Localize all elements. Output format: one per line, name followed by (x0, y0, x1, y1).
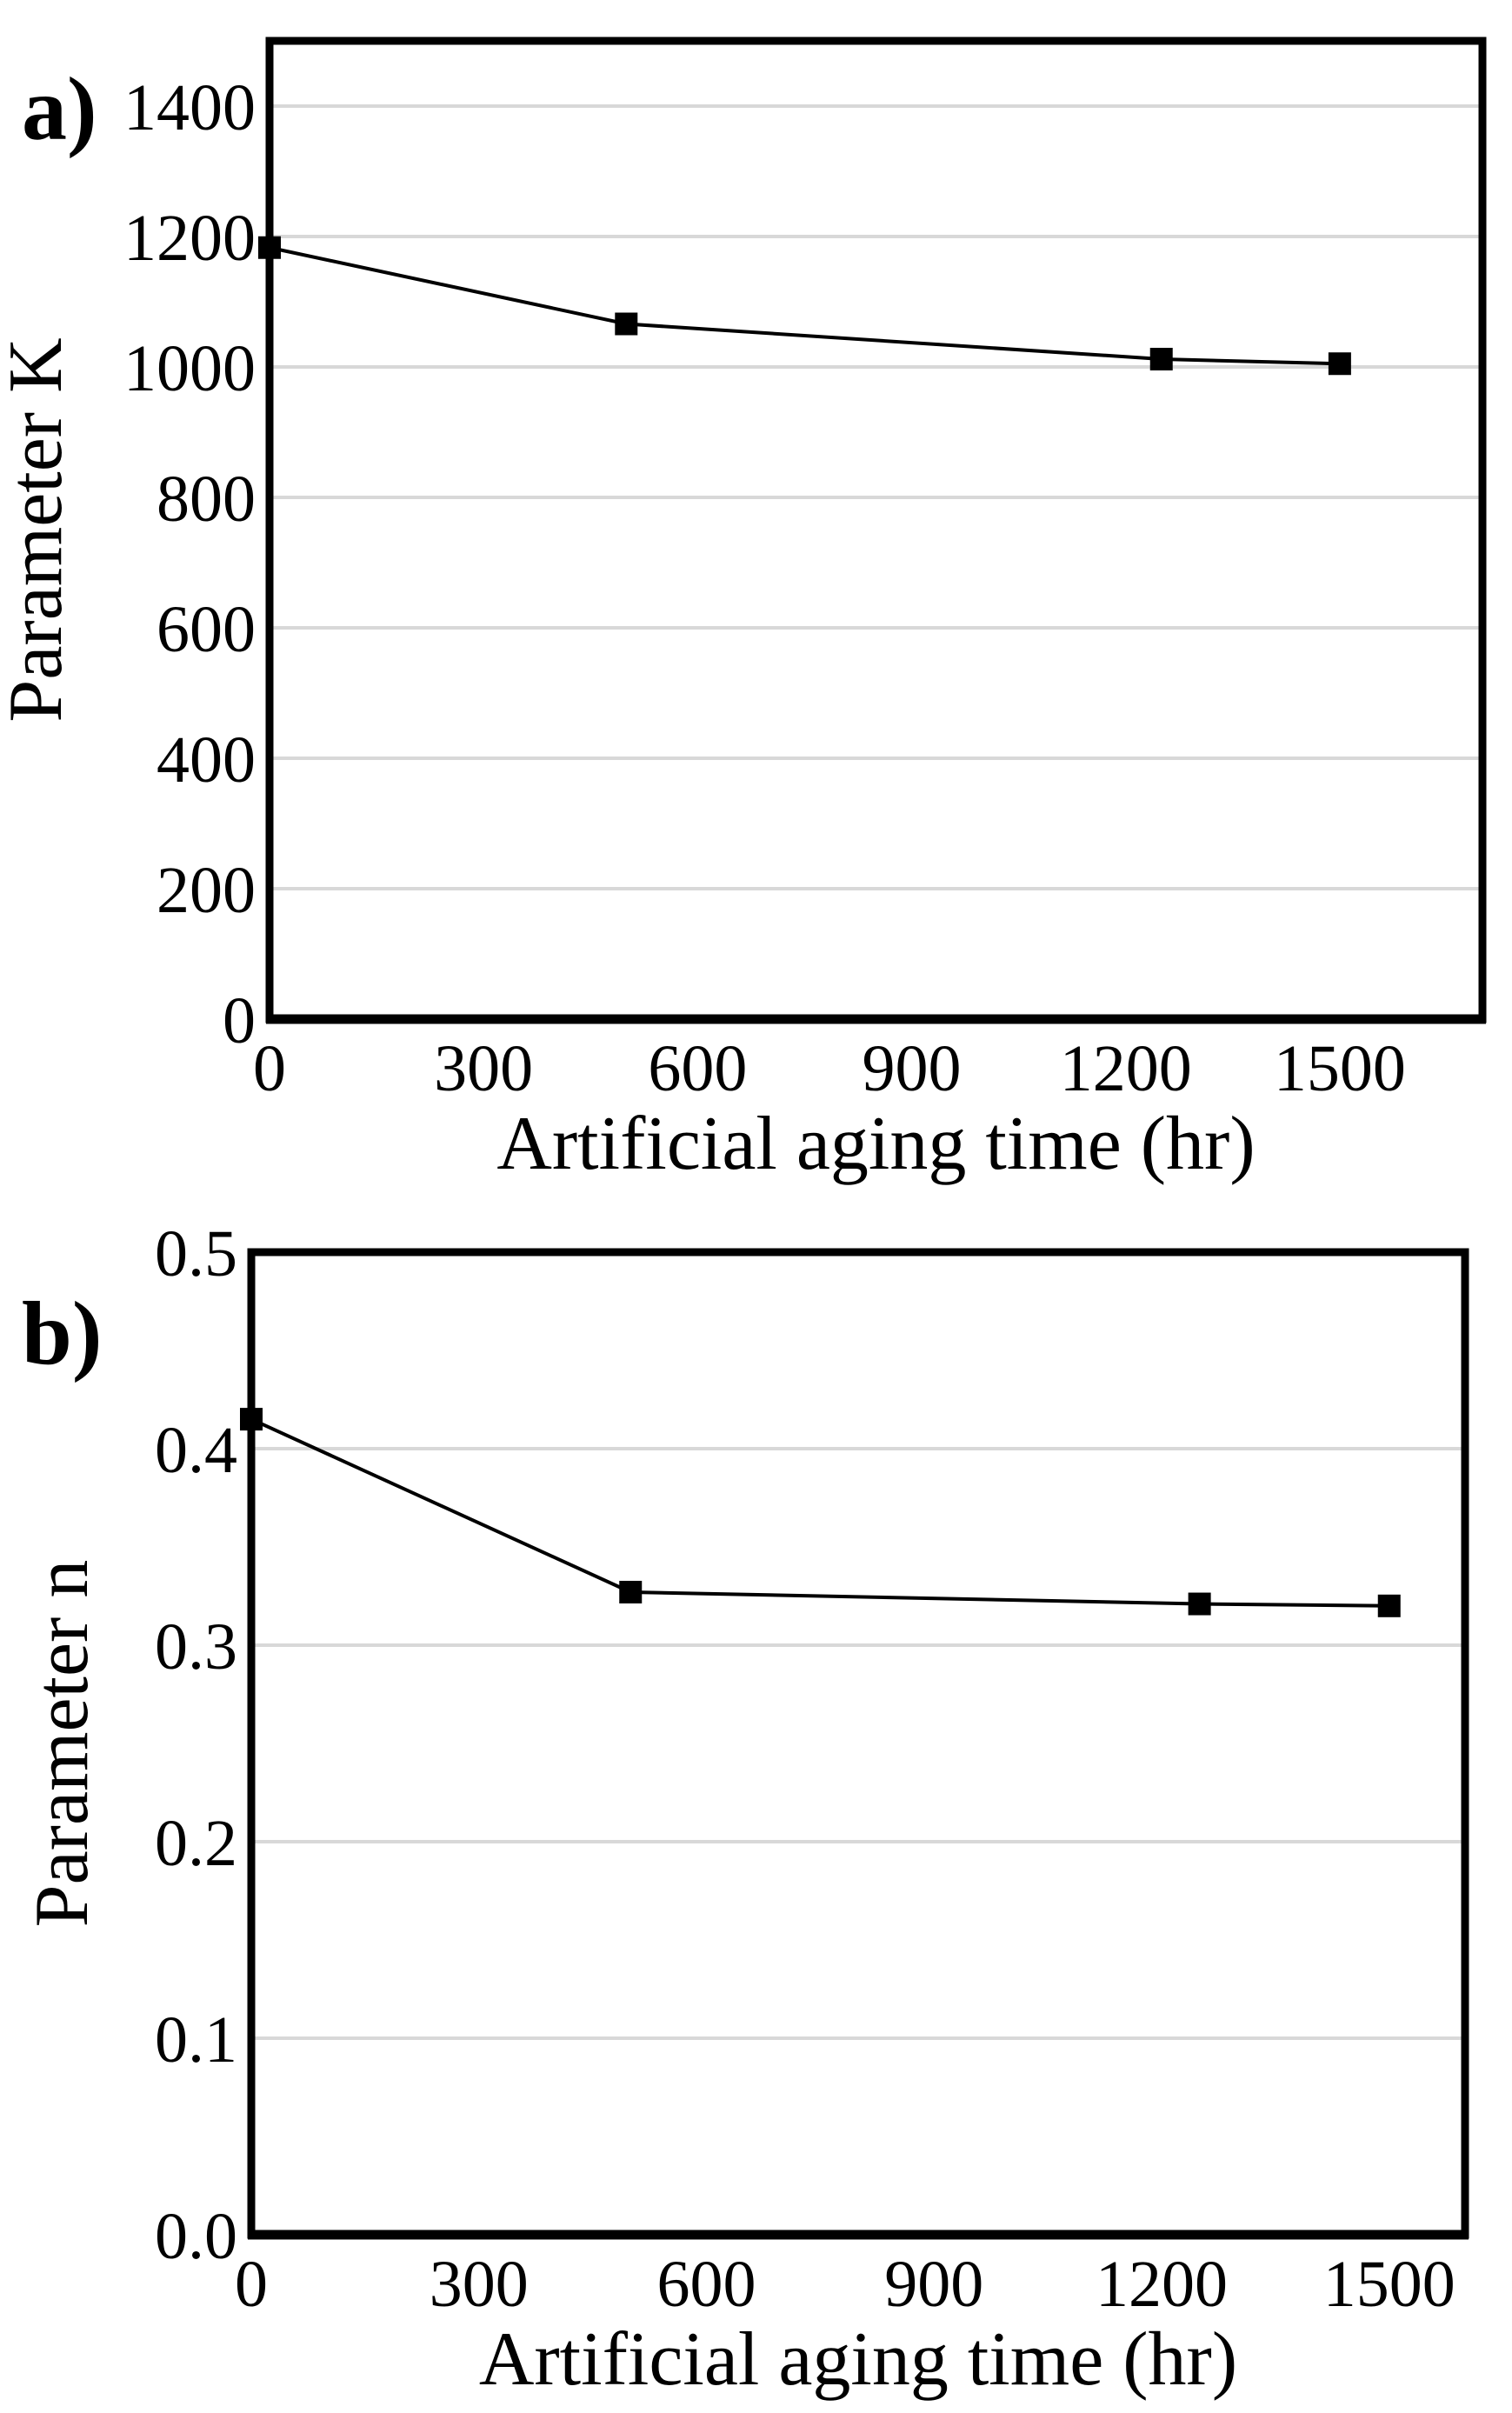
y-tick-label: 0.4 (155, 1414, 237, 1487)
y-tick-label: 0.2 (155, 1807, 237, 1880)
x-axis-title: Artificial aging time (hr) (496, 1102, 1255, 1186)
data-point-marker (615, 312, 638, 336)
panel-b-chart: 0.0 0.1 0.2 0.3 0.4 0.5 0 300 600 900 1200 1500 Arti… (20, 1217, 1469, 2402)
y-axis-title: Parameter n (20, 1560, 104, 1928)
panel-label: b) (22, 1283, 102, 1383)
data-point-marker (619, 1580, 643, 1603)
x-tick-label: 1200 (1096, 2248, 1228, 2321)
y-tick-label: 1400 (123, 71, 256, 144)
x-tick-label: 300 (434, 1032, 533, 1105)
y-tick-label: 0.1 (155, 2003, 237, 2076)
data-point-marker (1188, 1592, 1211, 1616)
y-tick-label: 1200 (123, 202, 256, 275)
x-tick-label: 900 (863, 1032, 962, 1105)
panel-label: a) (22, 59, 97, 159)
data-line (250, 1417, 1389, 1608)
y-tick-label: 0.0 (155, 2200, 237, 2273)
data-line (269, 245, 1340, 366)
y-tick-label: 600 (157, 593, 256, 666)
y-tick-label: 200 (157, 854, 256, 927)
y-tick-label: 0.5 (155, 1217, 237, 1290)
x-axis-title: Artificial aging time (hr) (479, 2317, 1237, 2402)
y-axis-title: Parameter K (0, 337, 78, 722)
x-tick-label: 1500 (1274, 1032, 1406, 1105)
x-tick-label: 900 (884, 2248, 983, 2321)
x-tick-label: 1500 (1323, 2248, 1455, 2321)
plot-border (265, 37, 1487, 1023)
y-tick-label: 0 (223, 984, 256, 1057)
x-tick-label: 600 (657, 2248, 756, 2321)
y-tick-label: 800 (157, 463, 256, 536)
data-point-marker (1149, 348, 1173, 370)
data-point-marker (1328, 352, 1351, 376)
panel-a-chart: 0 200 400 600 800 1000 1200 1400 0 300 600 900 1200 1… (0, 37, 1487, 1186)
y-tick-label: 400 (157, 723, 256, 797)
data-point-marker (1377, 1594, 1401, 1617)
x-tick-label: 300 (430, 2248, 529, 2321)
y-tick-label: 1000 (123, 332, 256, 405)
x-tick-label: 0 (253, 1032, 286, 1105)
y-tick-label: 0.3 (155, 1610, 237, 1683)
plot-border (247, 1248, 1469, 2239)
x-tick-label: 1200 (1060, 1032, 1192, 1105)
x-tick-label: 600 (648, 1032, 747, 1105)
x-tick-label: 0 (235, 2248, 268, 2321)
